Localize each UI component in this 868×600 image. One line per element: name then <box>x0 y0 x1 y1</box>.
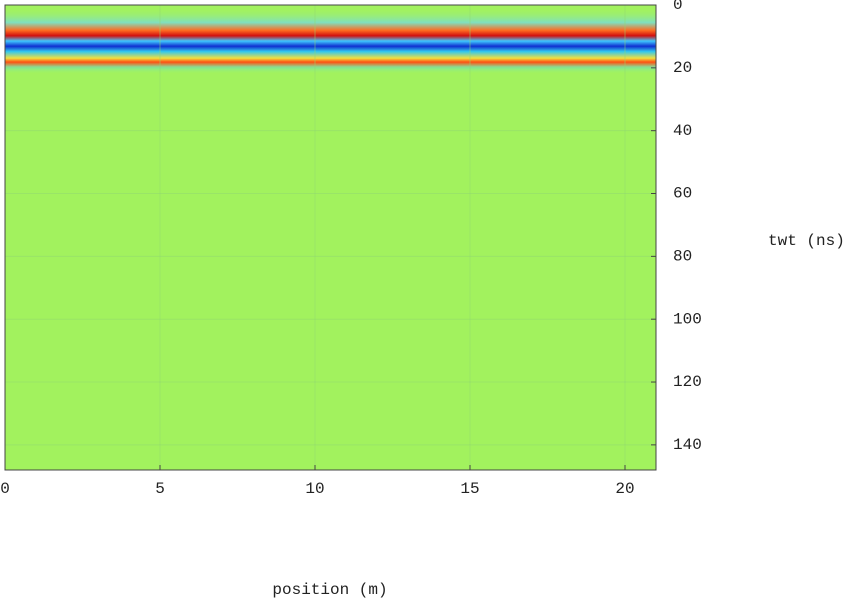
plot-frame <box>4 4 657 471</box>
x-tick-label: 15 <box>460 480 479 498</box>
x-axis-label: position (m) <box>272 581 387 599</box>
y-tick-label: 100 <box>673 310 702 328</box>
y-axis-label: twt (ns) <box>768 232 845 250</box>
y-tick-label: 0 <box>673 0 683 14</box>
y-tick-label: 120 <box>673 373 702 391</box>
x-tick-label: 0 <box>0 480 10 498</box>
y-tick-label: 20 <box>673 59 692 77</box>
y-tick-label: 140 <box>673 436 702 454</box>
x-tick-label: 5 <box>155 480 165 498</box>
x-tick-label: 20 <box>615 480 634 498</box>
y-tick-label: 60 <box>673 185 692 203</box>
x-tick-label: 10 <box>305 480 324 498</box>
y-tick-label: 40 <box>673 122 692 140</box>
radargram <box>5 5 656 470</box>
y-tick-label: 80 <box>673 248 692 266</box>
reflection-bands <box>5 8 656 74</box>
